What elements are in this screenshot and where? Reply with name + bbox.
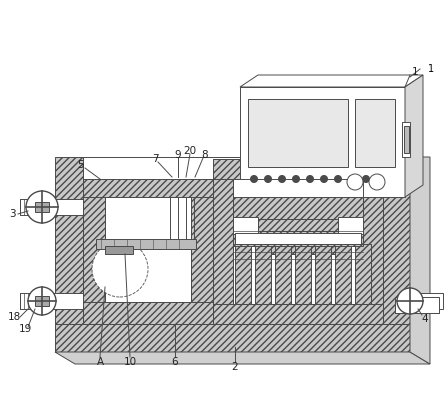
Bar <box>20 293 83 309</box>
Polygon shape <box>405 75 423 197</box>
Bar <box>395 297 439 313</box>
Circle shape <box>321 175 328 183</box>
Bar <box>83 179 105 324</box>
Text: 18: 18 <box>8 312 20 322</box>
Circle shape <box>28 287 56 315</box>
Bar <box>404 126 409 153</box>
Text: 10: 10 <box>123 357 137 367</box>
Bar <box>248 99 348 167</box>
Bar <box>55 324 410 352</box>
Circle shape <box>250 175 258 183</box>
Polygon shape <box>55 352 430 364</box>
Bar <box>335 197 357 262</box>
Bar <box>275 244 291 304</box>
Bar <box>191 179 213 324</box>
Bar <box>295 244 311 304</box>
Circle shape <box>293 175 300 183</box>
Bar <box>55 157 83 324</box>
Circle shape <box>26 191 58 223</box>
Circle shape <box>362 175 369 183</box>
Bar <box>403 293 443 309</box>
Bar <box>402 122 410 157</box>
Bar <box>255 244 271 304</box>
Bar <box>213 159 383 179</box>
Bar <box>315 244 331 304</box>
Text: 4: 4 <box>422 314 428 324</box>
Bar <box>220 157 382 185</box>
Bar <box>233 179 363 304</box>
Bar <box>233 217 258 234</box>
Circle shape <box>278 175 285 183</box>
Bar <box>382 157 410 324</box>
Text: 6: 6 <box>172 357 178 367</box>
Circle shape <box>347 174 363 190</box>
Polygon shape <box>240 75 423 87</box>
Bar <box>191 179 246 197</box>
Text: 9: 9 <box>174 150 181 160</box>
Bar <box>20 199 83 215</box>
Bar <box>235 233 361 244</box>
Bar <box>105 197 191 302</box>
Bar <box>355 99 395 167</box>
Text: 5: 5 <box>77 160 83 170</box>
Bar <box>105 246 133 254</box>
Bar <box>83 302 213 324</box>
Bar <box>240 87 405 197</box>
Text: 19: 19 <box>18 324 32 334</box>
Circle shape <box>334 175 341 183</box>
Circle shape <box>369 174 385 190</box>
Bar <box>83 157 382 324</box>
Circle shape <box>397 288 423 314</box>
Bar <box>213 304 383 324</box>
Bar <box>235 244 251 304</box>
Bar <box>83 179 213 197</box>
Bar <box>335 244 351 304</box>
Text: 1: 1 <box>412 67 418 77</box>
Text: 20: 20 <box>183 146 197 156</box>
Bar <box>233 197 363 219</box>
Bar <box>355 244 371 304</box>
Polygon shape <box>410 157 430 364</box>
Bar <box>35 296 49 306</box>
Bar <box>280 197 302 262</box>
Bar <box>233 231 363 246</box>
Bar <box>363 159 383 324</box>
Bar <box>96 239 196 249</box>
Bar <box>213 159 233 324</box>
Text: 2: 2 <box>232 362 238 372</box>
Circle shape <box>92 241 148 297</box>
Text: 3: 3 <box>9 209 15 219</box>
Bar <box>338 217 363 234</box>
Text: 7: 7 <box>152 154 159 164</box>
Text: 1: 1 <box>428 64 434 74</box>
Circle shape <box>306 175 313 183</box>
Bar <box>35 202 49 212</box>
Circle shape <box>265 175 271 183</box>
Bar <box>258 219 338 254</box>
Text: 8: 8 <box>202 150 208 160</box>
Circle shape <box>349 175 356 183</box>
Text: A: A <box>96 357 103 367</box>
